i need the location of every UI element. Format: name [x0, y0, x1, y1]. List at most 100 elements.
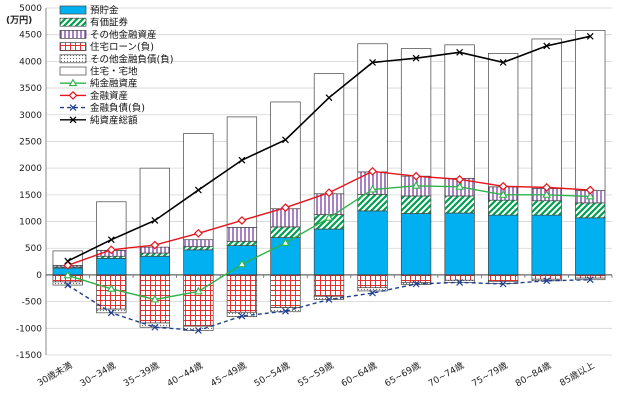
bar-segment: [400, 274, 432, 283]
point-marker: [542, 190, 552, 198]
bar-segment: [226, 274, 258, 313]
point-marker: [106, 284, 116, 292]
x-tick-label: 30~34歳: [78, 359, 118, 389]
point-marker: [150, 294, 160, 303]
bar-segment: [357, 43, 388, 173]
x-tick-label: 60~64歳: [339, 359, 379, 389]
legend-label: 住宅ローン(負): [90, 41, 154, 53]
point-marker: [238, 312, 246, 320]
point-marker: [68, 90, 78, 100]
x-tick-label: 35~39歳: [121, 359, 161, 389]
bar-segment: [531, 214, 562, 276]
point-marker: [456, 278, 464, 286]
x-tick-label: 45~49歳: [208, 359, 248, 389]
point-marker: [543, 277, 551, 285]
bar-segment: [313, 73, 345, 195]
legend-label: 住宅・宅地: [90, 66, 138, 78]
point-marker: [282, 136, 289, 144]
point-marker: [542, 182, 552, 192]
x-tick-label: 50~54歳: [252, 359, 292, 389]
point-marker: [150, 240, 160, 250]
point-marker: [456, 48, 464, 56]
bar-segment: [575, 30, 606, 191]
y-tick-label: -500: [22, 298, 43, 308]
point-marker: [193, 228, 203, 238]
point-marker: [281, 203, 290, 213]
bar-segment: [575, 202, 606, 219]
legend-label: その他金融負債(負): [90, 53, 173, 65]
point-marker: [369, 289, 376, 297]
y-tick-label: 1500: [19, 191, 42, 201]
point-marker: [107, 309, 115, 317]
y-tick-label: 5000: [19, 4, 42, 14]
bar-segment: [488, 199, 519, 216]
point-marker: [238, 156, 246, 164]
point-marker: [499, 280, 507, 288]
point-marker: [325, 94, 333, 102]
bar-segment: [183, 249, 214, 276]
x-tick-label: 30歳未満: [35, 359, 74, 389]
bar-segment: [183, 239, 214, 247]
bar-segment: [400, 48, 432, 177]
x-tick-label: 40~44歳: [165, 359, 205, 389]
bar-segment: [226, 116, 258, 228]
legend-swatch: [59, 17, 87, 27]
point-marker: [411, 181, 421, 189]
legend-swatch: [59, 42, 87, 51]
point-marker: [498, 190, 508, 198]
point-marker: [455, 182, 464, 190]
y-tick-label: 1000: [19, 218, 42, 228]
point-marker: [585, 191, 595, 200]
x-tick-label: 55~59歳: [295, 359, 335, 389]
point-marker: [412, 280, 420, 288]
point-marker: [585, 185, 595, 195]
point-marker: [237, 216, 247, 225]
y-tick-label: 2500: [19, 137, 42, 147]
bar-segment: [139, 255, 170, 276]
bar-segment: [444, 274, 475, 281]
bar-segment: [270, 274, 301, 308]
bar-segment: [139, 167, 170, 248]
point-marker: [68, 78, 78, 87]
bar-segment: [444, 212, 475, 276]
point-marker: [368, 184, 377, 193]
y-tick-label: 0: [36, 271, 42, 281]
legend-label: 金融資産: [90, 90, 128, 102]
bar-segment: [531, 38, 562, 189]
point-marker: [324, 213, 334, 221]
x-tick-label: 85歳以上: [557, 359, 596, 389]
point-marker: [411, 171, 421, 181]
point-marker: [455, 174, 465, 184]
x-tick-label: 75~79歳: [469, 359, 509, 389]
point-marker: [498, 181, 508, 191]
bar-segment: [531, 200, 562, 216]
bar-segment: [575, 217, 606, 276]
point-marker: [151, 323, 159, 331]
point-marker: [63, 270, 73, 279]
y-tick-label: 3500: [19, 84, 42, 94]
bar-segment: [226, 240, 258, 246]
point-marker: [237, 259, 247, 268]
bar-segment: [270, 226, 301, 238]
bar-segment: [400, 195, 432, 214]
x-tick-label: 70~74歳: [426, 359, 466, 389]
point-marker: [69, 116, 77, 124]
point-marker: [586, 276, 594, 284]
point-marker: [499, 59, 507, 66]
point-marker: [194, 186, 202, 194]
bar-segment: [357, 287, 388, 292]
bar-segment: [488, 214, 519, 276]
y-tick-label: -1500: [16, 351, 42, 361]
legend-label: 純金融資産: [90, 78, 138, 90]
x-tick-label: 80~84歳: [513, 359, 553, 389]
legend-swatch: [59, 30, 87, 39]
point-marker: [586, 32, 594, 40]
bar-segment: [226, 227, 258, 242]
legend-label: 純資産総額: [90, 114, 138, 126]
point-marker: [64, 257, 72, 265]
legend-label: 有価証券: [90, 17, 129, 29]
point-marker: [281, 238, 290, 246]
point-marker: [369, 59, 376, 66]
bar-segment: [400, 213, 432, 276]
point-marker: [368, 166, 377, 176]
